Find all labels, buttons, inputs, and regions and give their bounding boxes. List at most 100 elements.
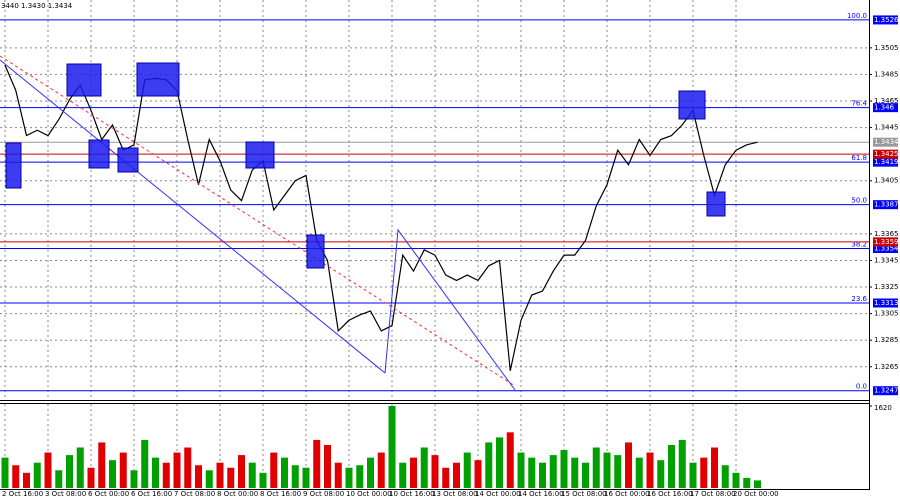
volume-bar <box>410 457 417 488</box>
volume-bar <box>119 452 127 488</box>
volume-bar <box>23 472 30 488</box>
volume-bar <box>689 462 697 488</box>
price-label: 1.3425 <box>874 150 899 158</box>
volume-bar <box>367 457 374 488</box>
volume-bar <box>496 437 503 488</box>
volume-bar <box>66 455 73 488</box>
annotation-box <box>88 139 110 169</box>
volume-bar <box>173 452 181 488</box>
volume-bar <box>485 442 493 488</box>
volume-bar <box>302 467 310 488</box>
price-label-box <box>873 137 898 147</box>
volume-bar <box>517 452 525 488</box>
annotation-box <box>136 62 180 97</box>
volume-bar <box>528 457 536 488</box>
volume-bar <box>431 455 439 488</box>
volume-bar <box>442 467 450 488</box>
volume-bar <box>721 465 729 488</box>
y-tick-label: 1620 <box>874 404 892 412</box>
volume-bar <box>635 457 643 488</box>
price-label: 1.346 <box>874 104 895 112</box>
y-tick-label: 1.3305 <box>874 310 899 318</box>
price-label: 1.3247 <box>874 387 899 395</box>
volume-bar <box>76 447 84 488</box>
volume-bar <box>506 432 514 488</box>
volume-bar <box>539 462 546 488</box>
volume-bar <box>678 439 686 488</box>
volume-bar <box>377 452 385 488</box>
y-tick-label: 1.3505 <box>874 44 899 52</box>
annotation-box <box>117 147 139 173</box>
volume-bar <box>420 447 428 488</box>
price-label-box <box>873 200 898 210</box>
x-tick-label: 6 Oct 00:00 <box>88 490 129 498</box>
y-tick-label: 1.3265 <box>874 363 899 371</box>
x-tick-label: 16 Oct 16:00 <box>647 490 693 498</box>
volume-bar <box>152 457 159 488</box>
volume-bar <box>711 447 718 488</box>
volume-bar <box>743 477 751 488</box>
x-tick-label: 2 Oct 16:00 <box>2 490 43 498</box>
volume-bar <box>603 452 611 488</box>
price-label-box <box>873 298 898 308</box>
x-tick-label: 6 Oct 16:00 <box>131 490 172 498</box>
volume-bar <box>549 455 557 488</box>
y-tick-label: 1.3485 <box>874 70 899 78</box>
volume-bar <box>571 457 579 488</box>
volume-bar <box>582 462 589 488</box>
annotation-box <box>66 63 102 97</box>
volume-bar <box>560 450 568 488</box>
volume-bar <box>238 455 245 488</box>
fib-level-name: 50.0 <box>851 197 867 205</box>
volume-bar <box>270 452 278 488</box>
volume-bar <box>625 442 632 488</box>
y-tick-label: 1.3345 <box>874 256 899 264</box>
x-tick-label: 7 Oct 08:00 <box>174 490 215 498</box>
y-tick-label: 1.3445 <box>874 124 899 132</box>
y-tick-label: 1.3325 <box>874 283 899 291</box>
volume-bar <box>12 465 20 488</box>
price-label: 1.3359 <box>874 238 899 246</box>
volume-bar <box>55 470 63 488</box>
x-tick-label: 9 Oct 08:00 <box>303 490 344 498</box>
volume-bar <box>356 465 364 488</box>
fib-level-name: 23.6 <box>851 295 867 303</box>
y-tick-label: 1.3465 <box>874 97 899 105</box>
x-tick-label: 20 Oct 00:00 <box>733 490 779 498</box>
y-tick-label: 1.3405 <box>874 177 899 185</box>
annotation-box <box>5 142 22 189</box>
volume-bar <box>399 462 407 488</box>
price-label: 1.3313 <box>874 299 899 307</box>
volume-bar <box>614 455 622 488</box>
volume-bar <box>474 460 482 488</box>
volume-bar <box>291 465 299 488</box>
x-tick-label: 3 Oct 08:00 <box>45 490 86 498</box>
volume-bar <box>227 467 235 488</box>
price-label-box <box>873 149 898 159</box>
volume-bar <box>130 470 138 488</box>
price-line-series <box>4 64 758 371</box>
volume-bar <box>313 439 321 488</box>
price-label: 1.3434 <box>874 138 899 146</box>
volume-bar <box>592 447 600 488</box>
price-label-box <box>873 237 898 247</box>
price-label: 1.3354 <box>874 245 899 253</box>
volume-bar <box>668 444 675 488</box>
volume-bar <box>259 472 267 488</box>
trend-lines <box>0 55 516 391</box>
volume-bar <box>1 457 9 488</box>
trend-line <box>0 59 386 374</box>
fib-level-name: 38.2 <box>851 241 867 249</box>
x-tick-label: 16 Oct 00:00 <box>604 490 650 498</box>
x-tick-label: 8 Oct 16:00 <box>260 490 301 498</box>
volume-bar <box>44 452 52 488</box>
price-label: 1.3419 <box>874 158 899 166</box>
trend-line <box>384 228 516 391</box>
price-label-box <box>873 15 898 25</box>
volume-bar <box>754 480 761 488</box>
volume-bar <box>141 439 149 488</box>
fib-level-name: 0.0 <box>856 383 867 391</box>
price-label: 1.3526 <box>874 16 899 24</box>
x-tick-label: 15 Oct 08:00 <box>561 490 607 498</box>
